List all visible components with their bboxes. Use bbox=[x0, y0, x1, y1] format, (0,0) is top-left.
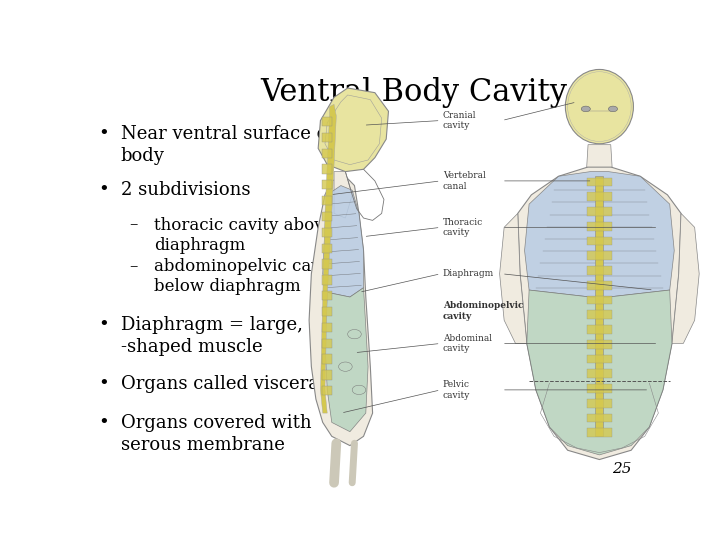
Text: Organs called viscera: Organs called viscera bbox=[121, 375, 319, 393]
Polygon shape bbox=[318, 88, 389, 172]
Text: Vertebral
canal: Vertebral canal bbox=[443, 171, 486, 191]
Polygon shape bbox=[323, 186, 364, 297]
Polygon shape bbox=[325, 95, 382, 165]
Text: •: • bbox=[99, 125, 109, 143]
Text: •: • bbox=[99, 414, 109, 432]
Polygon shape bbox=[325, 288, 368, 431]
Bar bbox=[322, 196, 332, 205]
Bar bbox=[322, 133, 332, 142]
Bar bbox=[322, 180, 332, 190]
Ellipse shape bbox=[608, 106, 618, 112]
Bar bbox=[587, 340, 612, 349]
Text: Abdominal
cavity: Abdominal cavity bbox=[443, 334, 492, 353]
Bar bbox=[587, 266, 612, 275]
Bar bbox=[322, 339, 332, 348]
Bar bbox=[587, 310, 612, 319]
Text: Thoracic
cavity: Thoracic cavity bbox=[443, 218, 483, 237]
Bar bbox=[322, 307, 332, 316]
Bar bbox=[595, 176, 603, 436]
Polygon shape bbox=[525, 172, 674, 297]
Text: Abdominopelvic
cavity: Abdominopelvic cavity bbox=[443, 301, 523, 321]
Text: Organs covered with
serous membrane: Organs covered with serous membrane bbox=[121, 414, 311, 454]
Bar bbox=[322, 275, 332, 285]
Text: Diaphragm: Diaphragm bbox=[443, 269, 494, 278]
Bar bbox=[587, 207, 612, 216]
Polygon shape bbox=[309, 176, 373, 446]
Ellipse shape bbox=[581, 106, 590, 112]
Polygon shape bbox=[320, 104, 336, 413]
Bar bbox=[322, 228, 332, 237]
Text: –: – bbox=[129, 258, 138, 275]
Text: Pelvic
cavity: Pelvic cavity bbox=[443, 380, 470, 400]
Text: Ventral Body Cavity: Ventral Body Cavity bbox=[260, 77, 567, 109]
Bar bbox=[322, 259, 332, 269]
Text: Diaphragm = large, dome
-shaped muscle: Diaphragm = large, dome -shaped muscle bbox=[121, 316, 359, 356]
Text: abdominopelvic cavity
below diaphragm: abdominopelvic cavity below diaphragm bbox=[154, 258, 342, 295]
Text: –: – bbox=[129, 217, 138, 234]
Bar bbox=[322, 212, 332, 221]
Text: •: • bbox=[99, 375, 109, 393]
Bar bbox=[322, 164, 332, 174]
Bar bbox=[322, 291, 332, 300]
Bar bbox=[587, 222, 612, 231]
Bar bbox=[587, 369, 612, 378]
Bar bbox=[587, 237, 612, 246]
Bar bbox=[587, 355, 612, 363]
Bar bbox=[587, 281, 612, 290]
Bar bbox=[322, 354, 332, 364]
Bar bbox=[322, 244, 332, 253]
Text: 2 subdivisions: 2 subdivisions bbox=[121, 181, 250, 199]
Bar bbox=[587, 428, 612, 437]
Text: 25: 25 bbox=[612, 462, 631, 476]
Ellipse shape bbox=[565, 70, 634, 144]
Text: •: • bbox=[99, 181, 109, 199]
Bar bbox=[587, 325, 612, 334]
Bar bbox=[587, 178, 612, 186]
Bar bbox=[322, 148, 332, 158]
Polygon shape bbox=[527, 290, 672, 455]
Bar bbox=[322, 117, 332, 126]
Polygon shape bbox=[518, 167, 681, 460]
Bar bbox=[322, 386, 332, 395]
Polygon shape bbox=[334, 172, 352, 218]
Text: •: • bbox=[99, 316, 109, 334]
Bar bbox=[587, 384, 612, 393]
Bar bbox=[587, 252, 612, 260]
Bar bbox=[587, 296, 612, 305]
Bar bbox=[322, 370, 332, 380]
Polygon shape bbox=[500, 213, 527, 343]
Bar bbox=[587, 192, 612, 201]
Polygon shape bbox=[672, 213, 699, 343]
Bar bbox=[587, 414, 612, 422]
Bar bbox=[322, 323, 332, 332]
Text: Near ventral surface of
body: Near ventral surface of body bbox=[121, 125, 333, 165]
Text: Cranial
cavity: Cranial cavity bbox=[443, 111, 477, 130]
Text: thoracic cavity above
diaphragm: thoracic cavity above diaphragm bbox=[154, 217, 333, 254]
Bar bbox=[587, 399, 612, 408]
Polygon shape bbox=[587, 145, 612, 167]
